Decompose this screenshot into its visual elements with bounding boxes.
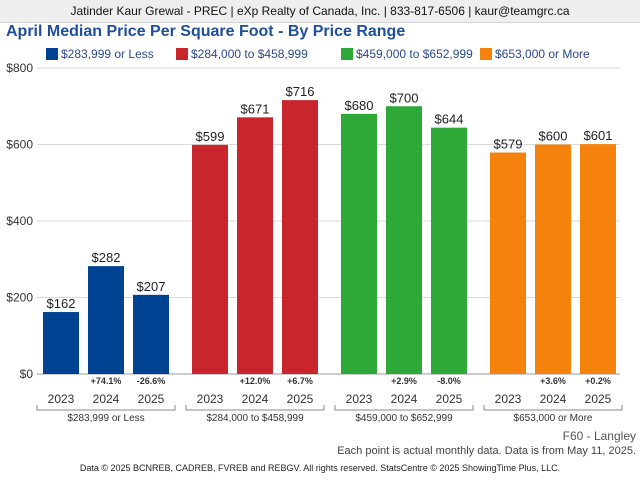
x-tick-label: 2025 <box>287 392 314 406</box>
bar <box>192 144 228 374</box>
legend-item-1: $283,999 or Less <box>46 46 154 62</box>
bar <box>431 127 467 374</box>
bar-value-label: $599 <box>196 129 225 144</box>
data-note: Each point is actual monthly data. Data … <box>337 445 636 457</box>
x-tick-label: 2023 <box>346 392 373 406</box>
bar-value-label: $601 <box>584 128 613 143</box>
chart-legend: $283,999 or Less $284,000 to $458,999 $4… <box>46 46 640 62</box>
legend-label-3: $459,000 to $652,999 <box>356 47 473 61</box>
data-credit: Data © 2025 BCNREB, CADREB, FVREB and RE… <box>79 463 561 473</box>
group-bracket <box>334 405 474 411</box>
group-bracket <box>483 405 623 411</box>
group-label: $653,000 or More <box>514 413 593 424</box>
legend-item-4: $653,000 or More <box>480 46 590 62</box>
legend-label-1: $283,999 or Less <box>61 47 154 61</box>
chart-title: April Median Price Per Square Foot - By … <box>6 23 406 40</box>
change-label: -8.0% <box>437 376 461 386</box>
y-tick-label: $200 <box>6 291 33 305</box>
bar-value-label: $600 <box>539 129 568 144</box>
x-tick-label: 2023 <box>197 392 224 406</box>
bar-value-label: $644 <box>435 112 464 127</box>
x-tick-label: 2024 <box>93 392 120 406</box>
x-tick-label: 2024 <box>540 392 567 406</box>
bar-value-label: $162 <box>47 296 76 311</box>
bar <box>43 312 79 374</box>
y-tick-label: $0 <box>20 367 34 381</box>
y-tick-label: $600 <box>6 138 33 152</box>
bar <box>386 106 422 374</box>
legend-swatch-1 <box>46 48 58 60</box>
legend-label-2: $284,000 to $458,999 <box>191 47 308 61</box>
change-label: +0.2% <box>585 376 611 386</box>
bar <box>341 113 377 375</box>
x-tick-label: 2024 <box>391 392 418 406</box>
bar <box>282 100 318 374</box>
bar-value-label: $282 <box>92 250 121 265</box>
bar <box>88 266 124 374</box>
bar <box>237 117 273 374</box>
change-label: +12.0% <box>240 376 271 386</box>
legend-label-4: $653,000 or More <box>495 47 590 61</box>
bar-value-label: $671 <box>241 101 270 116</box>
group-bracket <box>185 405 325 411</box>
change-label: -26.6% <box>137 376 166 386</box>
x-tick-label: 2025 <box>436 392 463 406</box>
y-tick-label: $400 <box>6 214 33 228</box>
header-bar: Jatinder Kaur Grewal - PREC | eXp Realty… <box>0 0 640 23</box>
legend-swatch-3 <box>341 48 353 60</box>
x-tick-label: 2025 <box>138 392 165 406</box>
x-tick-label: 2025 <box>585 392 612 406</box>
bar-value-label: $716 <box>286 84 315 99</box>
header-text: Jatinder Kaur Grewal - PREC | eXp Realty… <box>70 4 570 18</box>
change-label: +6.7% <box>287 376 313 386</box>
change-label: +3.6% <box>540 376 566 386</box>
bar <box>535 144 571 374</box>
bar <box>490 152 526 374</box>
y-tick-label: $800 <box>6 61 33 75</box>
bar-value-label: $207 <box>137 279 166 294</box>
legend-swatch-4 <box>480 48 492 60</box>
x-tick-label: 2023 <box>48 392 75 406</box>
bar-value-label: $700 <box>390 90 419 105</box>
group-label: $284,000 to $458,999 <box>206 413 304 424</box>
bar <box>133 294 169 374</box>
area-label: F60 - Langley <box>562 429 636 443</box>
change-label: +74.1% <box>91 376 122 386</box>
group-bracket <box>36 405 176 411</box>
legend-item-2: $284,000 to $458,999 <box>176 46 308 62</box>
group-label: $283,999 or Less <box>67 413 144 424</box>
x-tick-label: 2024 <box>242 392 269 406</box>
bar <box>580 144 616 374</box>
x-tick-label: 2023 <box>495 392 522 406</box>
change-label: +2.9% <box>391 376 417 386</box>
legend-item-3: $459,000 to $652,999 <box>341 46 473 62</box>
legend-swatch-2 <box>176 48 188 60</box>
bar-value-label: $579 <box>494 137 523 152</box>
bar-value-label: $680 <box>345 98 374 113</box>
group-label: $459,000 to $652,999 <box>355 413 453 424</box>
